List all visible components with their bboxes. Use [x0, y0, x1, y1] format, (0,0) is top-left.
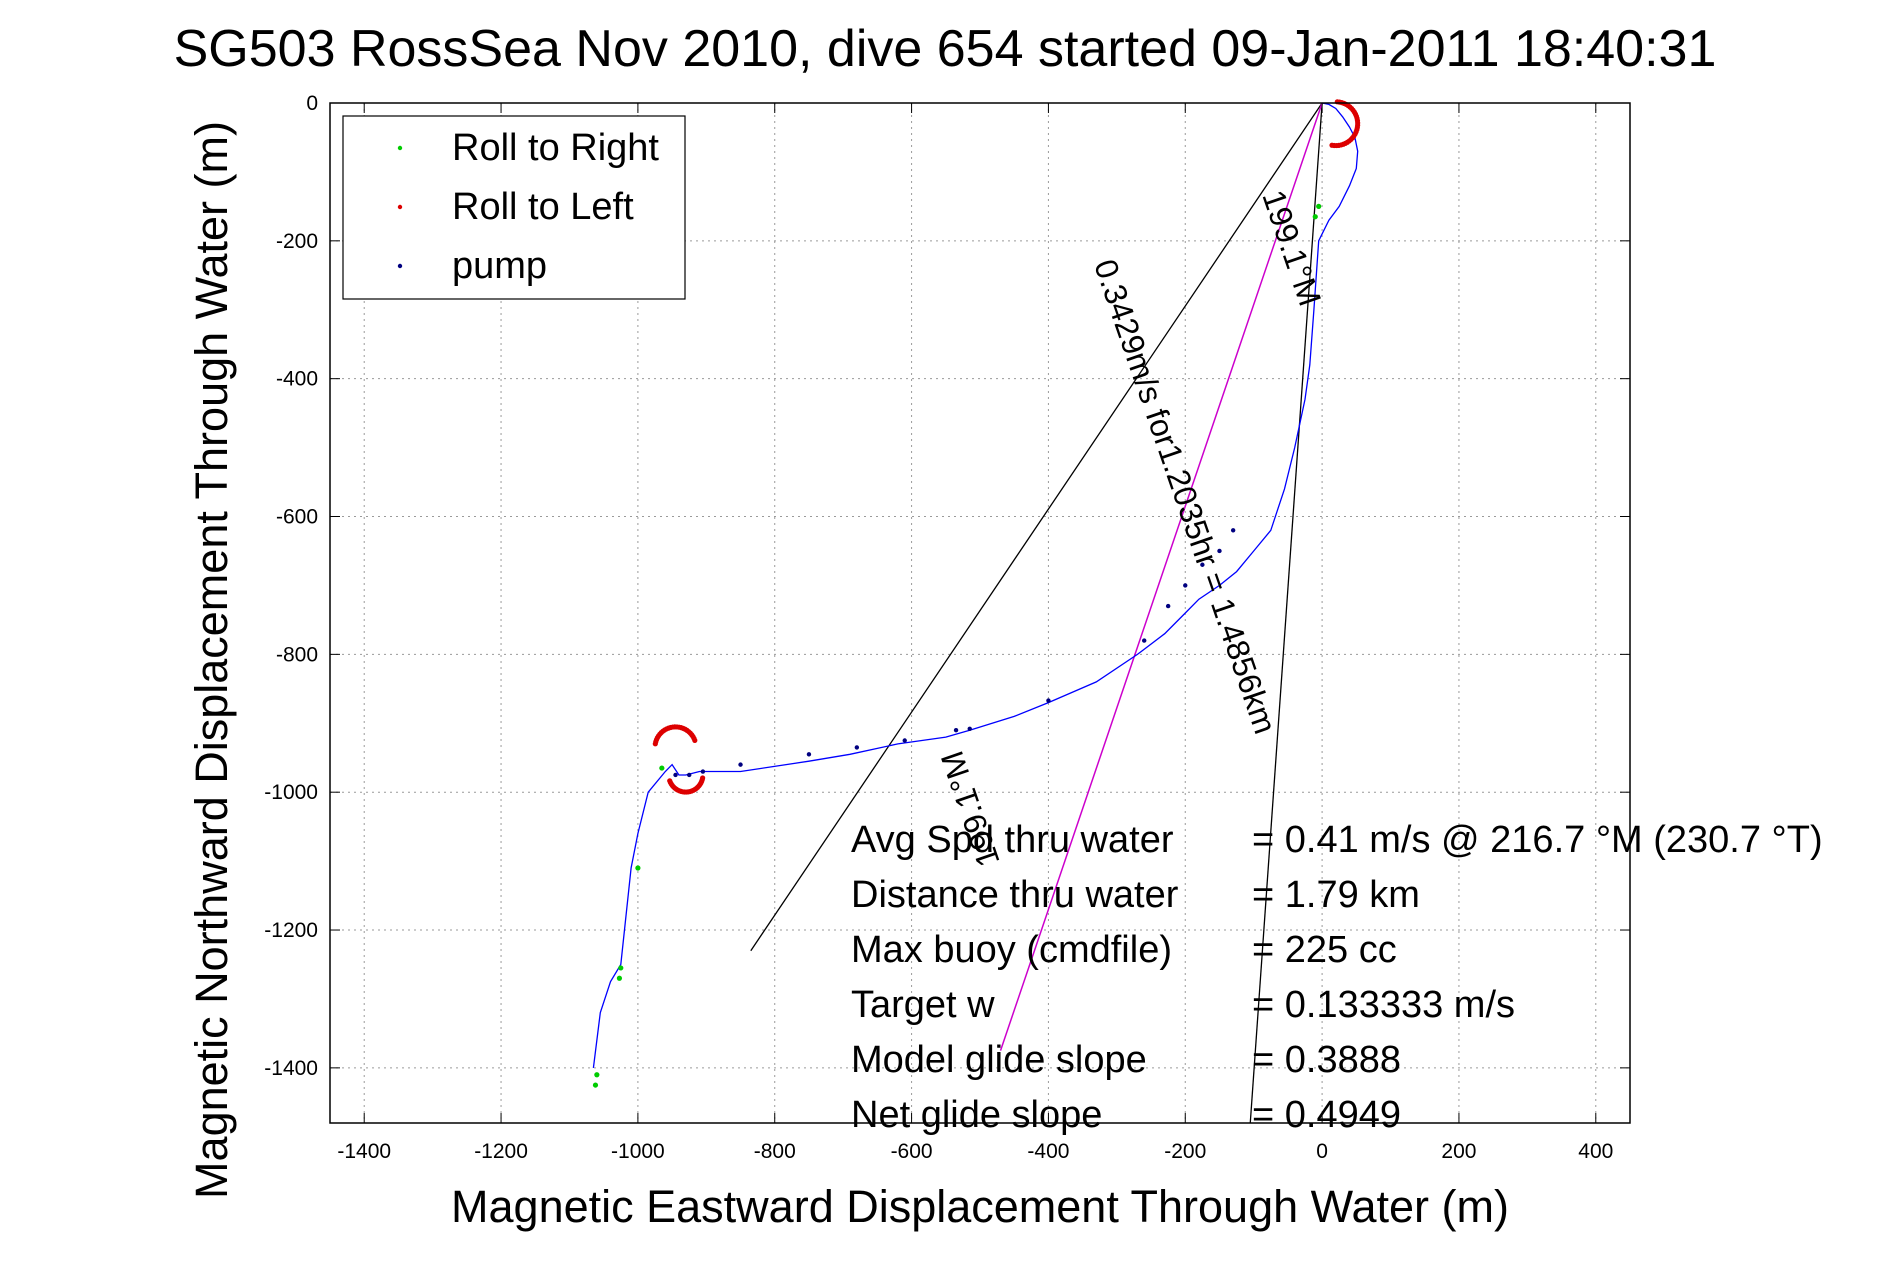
pump-point: [1217, 548, 1222, 554]
pump-point: [854, 745, 860, 750]
roll-right-point: [659, 765, 665, 771]
roll-left-point: [652, 741, 658, 747]
avg-line: [999, 102, 1323, 1051]
avg-heading-line: [999, 102, 1323, 1051]
stat-label: Target w: [851, 984, 995, 1026]
y-tick-label: -1000: [264, 781, 318, 804]
legend-marker: [397, 263, 403, 269]
y-axis-label: Magnetic Northward Displacement Through …: [186, 121, 237, 1199]
legend-marker: [397, 204, 403, 210]
roll-left-point: [700, 775, 706, 781]
pump-point: [806, 752, 812, 757]
chart-title: SG503 RossSea Nov 2010, dive 654 started…: [174, 20, 1717, 78]
pump-point: [1046, 698, 1051, 703]
track-line: [592, 102, 1359, 1068]
roll-right-point: [618, 965, 624, 971]
stat-value: = 0.3888: [1252, 1039, 1401, 1081]
legend-marker: [397, 145, 403, 151]
stat-label: Model glide slope: [851, 1039, 1147, 1081]
y-tick-label: -400: [276, 368, 318, 391]
track-layer: [592, 102, 1359, 1068]
pump-point: [967, 726, 972, 731]
y-tick-label: -1400: [264, 1057, 318, 1080]
x-tick-label: -600: [891, 1140, 933, 1163]
bearing-line: [1249, 102, 1323, 1124]
y-axis: 0 -200 -400 -600 -800 -1000 -1200 -1400: [264, 92, 1630, 1080]
legend-label: pump: [452, 245, 547, 287]
x-tick-label: -400: [1027, 1140, 1069, 1163]
x-tick-label: -1400: [337, 1140, 391, 1163]
x-tick-label: -1000: [611, 1140, 665, 1163]
roll-right-point: [1316, 203, 1322, 209]
x-axis-label: Magnetic Eastward Displacement Through W…: [451, 1181, 1509, 1232]
roll-right-point: [1312, 214, 1318, 220]
y-tick-label: -1200: [264, 919, 318, 942]
pump-point: [1165, 603, 1171, 609]
stat-label: Distance thru water: [851, 874, 1179, 916]
speed-annotation: 0.3429m/s for1.2035hr = 1.4856km: [1087, 255, 1283, 739]
stat-value: = 0.41 m/s @ 216.7 °M (230.7 °T): [1252, 819, 1823, 861]
x-tick-label: 0: [1316, 1140, 1328, 1163]
legend-label: Roll to Right: [452, 127, 659, 169]
x-tick-label: -800: [754, 1140, 796, 1163]
stat-value: = 1.79 km: [1252, 874, 1420, 916]
roll-right-point: [635, 865, 641, 871]
roll-right-point: [616, 975, 623, 981]
y-tick-label: -800: [276, 643, 318, 666]
bearing-lines: [750, 102, 1323, 1124]
pump-point: [738, 762, 743, 767]
legend-label: Roll to Left: [452, 186, 634, 228]
y-tick-label: -600: [276, 506, 318, 529]
stat-value: = 0.4949: [1252, 1094, 1401, 1136]
marker-layer: [592, 99, 1361, 1088]
pump-point: [673, 772, 678, 778]
stat-value: = 0.133333 m/s: [1252, 984, 1515, 1026]
stat-label: Net glide slope: [851, 1094, 1102, 1136]
x-axis: -1400 -1200 -1000 -800 -600 -400 -200 0 200 400: [337, 103, 1613, 1163]
stat-label: Avg Spd thru water: [851, 819, 1174, 861]
roll-right-point: [592, 1082, 599, 1088]
roll-right-point: [594, 1072, 600, 1078]
stat-label: Max buoy (cmdfile): [851, 929, 1172, 971]
plot-frame: [329, 102, 1631, 1124]
legend: Roll to Right Roll to Left pump: [342, 115, 686, 300]
pump-point: [902, 738, 907, 743]
pump-point: [953, 727, 959, 733]
pump-point: [700, 769, 706, 774]
stat-value: = 225 cc: [1252, 929, 1397, 971]
pump-point: [1142, 638, 1147, 643]
x-tick-label: -200: [1164, 1140, 1206, 1163]
y-tick-label: 0: [306, 92, 318, 115]
pump-point: [1230, 528, 1236, 533]
pump-point: [1183, 583, 1188, 588]
x-tick-label: -1200: [474, 1140, 528, 1163]
bearing-line: [750, 102, 1323, 952]
pump-point: [687, 772, 692, 778]
x-tick-label: 400: [1578, 1140, 1613, 1163]
stats-block: Avg Spd thru water = 0.41 m/s @ 216.7 °M …: [851, 819, 1823, 1136]
x-tick-label: 200: [1441, 1140, 1476, 1163]
pump-point: [1200, 562, 1205, 567]
y-tick-label: -200: [276, 230, 318, 253]
